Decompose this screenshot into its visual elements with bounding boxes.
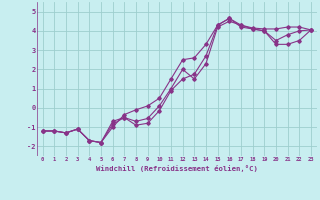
- X-axis label: Windchill (Refroidissement éolien,°C): Windchill (Refroidissement éolien,°C): [96, 165, 258, 172]
